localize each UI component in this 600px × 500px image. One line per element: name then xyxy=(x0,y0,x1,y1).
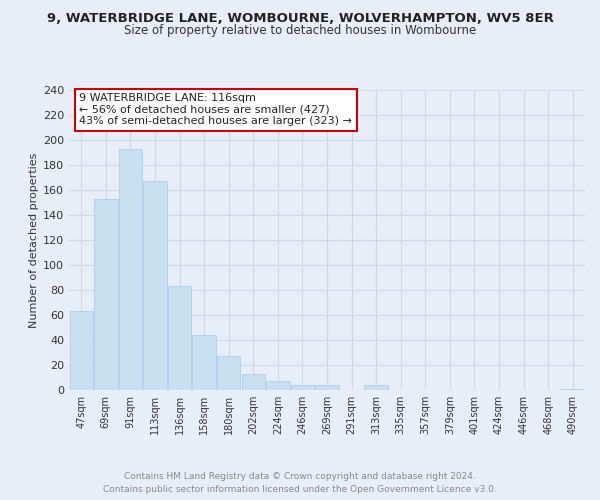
Bar xyxy=(70,311,93,390)
Text: Size of property relative to detached houses in Wombourne: Size of property relative to detached ho… xyxy=(124,24,476,37)
Bar xyxy=(266,381,290,390)
Bar xyxy=(143,181,167,390)
Bar xyxy=(316,385,338,390)
Bar xyxy=(94,198,118,390)
Bar xyxy=(364,385,388,390)
Text: Contains HM Land Registry data © Crown copyright and database right 2024.: Contains HM Land Registry data © Crown c… xyxy=(124,472,476,481)
Bar xyxy=(119,149,142,390)
Bar xyxy=(291,385,314,390)
Bar xyxy=(217,356,241,390)
Bar xyxy=(242,374,265,390)
Bar xyxy=(168,286,191,390)
Text: Contains public sector information licensed under the Open Government Licence v3: Contains public sector information licen… xyxy=(103,485,497,494)
Text: 9, WATERBRIDGE LANE, WOMBOURNE, WOLVERHAMPTON, WV5 8ER: 9, WATERBRIDGE LANE, WOMBOURNE, WOLVERHA… xyxy=(47,12,553,26)
Bar xyxy=(561,389,584,390)
Bar xyxy=(193,335,216,390)
Y-axis label: Number of detached properties: Number of detached properties xyxy=(29,152,39,328)
Text: 9 WATERBRIDGE LANE: 116sqm
← 56% of detached houses are smaller (427)
43% of sem: 9 WATERBRIDGE LANE: 116sqm ← 56% of deta… xyxy=(79,93,352,126)
